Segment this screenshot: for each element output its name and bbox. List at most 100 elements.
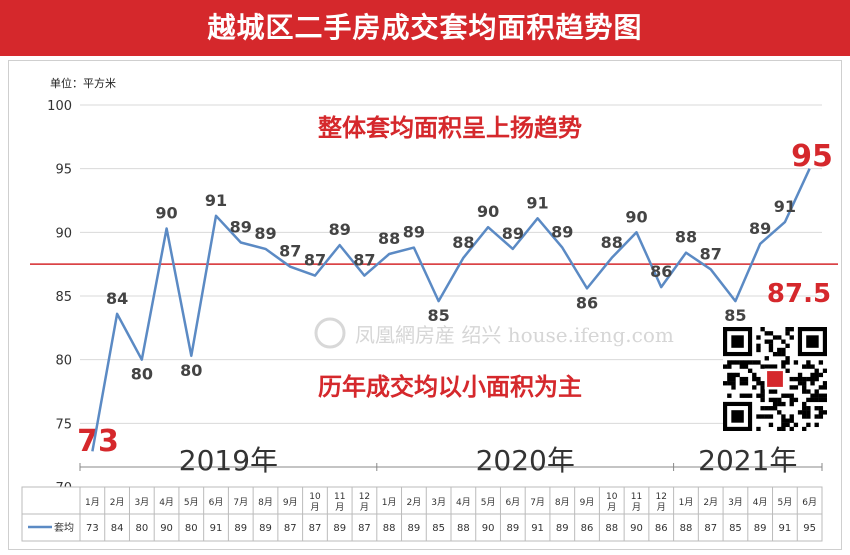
qr-module: [818, 410, 824, 415]
qr-module: [731, 385, 736, 390]
qr-module: [768, 406, 774, 411]
qr-module: [814, 414, 819, 419]
qr-module: [789, 393, 794, 398]
qr-module: [731, 381, 736, 386]
qr-module: [806, 376, 811, 382]
qr-module: [802, 389, 807, 394]
table-value-cell: 85: [432, 523, 445, 534]
y-tick-label: 85: [55, 290, 72, 305]
qr-code-icon: [723, 327, 827, 431]
table-value-cell: 90: [482, 523, 495, 534]
qr-module: [822, 385, 827, 390]
annotation-bottom: 历年成交均以小面积为主: [318, 373, 582, 401]
y-tick-label: 95: [55, 163, 72, 178]
qr-module: [822, 368, 827, 373]
qr-module: [727, 360, 732, 365]
table-header-cell: 2月: [407, 497, 422, 508]
watermark-text: 凤凰網房産 绍兴 house.ifeng.com: [355, 323, 674, 347]
table-header-cell: 1月: [382, 497, 397, 508]
data-label: 89: [254, 224, 276, 243]
qr-module: [814, 376, 819, 382]
qr-module: [789, 376, 794, 382]
table-header-cell: 7月: [233, 497, 248, 508]
qr-module: [772, 389, 778, 394]
qr-module: [756, 376, 761, 382]
title-bar: 越城区二手房成交套均面积趋势图: [0, 0, 850, 56]
qr-module: [760, 389, 765, 394]
table-value-cell: 87: [309, 523, 322, 534]
qr-module: [727, 393, 732, 398]
qr-module: [756, 343, 761, 348]
qr-module: [810, 364, 815, 369]
qr-module: [814, 422, 819, 428]
qr-module: [781, 364, 786, 369]
qr-module: [802, 410, 807, 415]
qr-module: [810, 372, 815, 378]
qr-module: [727, 372, 732, 378]
qr-module: [785, 393, 790, 398]
qr-module: [756, 335, 761, 340]
qr-module: [731, 360, 736, 365]
data-label: 86: [650, 262, 672, 281]
qr-module: [781, 426, 786, 431]
table-header-cell-unit: 月: [607, 502, 616, 513]
table-header-cell: 4月: [753, 497, 768, 508]
qr-module: [822, 410, 827, 415]
data-label: 91: [774, 197, 796, 216]
qr-module: [739, 364, 744, 369]
qr-module: [802, 381, 807, 386]
qr-module: [727, 376, 732, 382]
data-label: 88: [601, 233, 623, 252]
y-tick-label: 90: [55, 226, 72, 241]
qr-module: [785, 356, 790, 361]
table-header-cell: 5月: [481, 497, 496, 508]
first-value-highlight: 73: [77, 424, 119, 459]
qr-module: [814, 393, 819, 398]
qr-module: [764, 356, 769, 361]
qr-module: [727, 364, 732, 369]
qr-module: [806, 406, 811, 411]
qr-module: [768, 343, 774, 348]
qr-module: [777, 351, 782, 357]
table-value-cell: 95: [803, 523, 816, 534]
table-header-cell: 4月: [159, 497, 174, 508]
qr-module: [772, 406, 778, 411]
qr-module: [781, 422, 786, 428]
qr-module: [752, 372, 757, 378]
data-label: 89: [329, 220, 351, 239]
qr-module: [752, 385, 757, 390]
qr-module: [768, 414, 774, 419]
qr-module: [789, 401, 794, 407]
table-value-cell: 88: [680, 523, 693, 534]
table-value-cell: 84: [111, 523, 124, 534]
qr-module: [818, 385, 824, 390]
table-value-cell: 89: [333, 523, 346, 534]
table-header-cell: 3月: [728, 497, 743, 508]
qr-module: [789, 397, 794, 403]
series-line-group: [91, 168, 811, 452]
table-header-cell-unit: 月: [632, 502, 641, 513]
qr-module: [793, 360, 799, 365]
qr-module: [731, 372, 736, 378]
y-tick-label: 80: [55, 354, 72, 369]
table-header-cell: 1月: [679, 497, 694, 508]
qr-module: [810, 376, 815, 382]
qr-module: [814, 389, 819, 394]
table-value-cell: 87: [358, 523, 371, 534]
table-value-cell: 89: [754, 523, 767, 534]
qr-module: [806, 397, 811, 403]
table-header-cell-unit: 月: [360, 502, 369, 513]
qr-module: [793, 376, 799, 382]
qr-module: [768, 347, 774, 353]
data-label: 89: [749, 219, 771, 238]
qr-module: [756, 393, 761, 398]
qr-module: [760, 327, 765, 332]
data-label: 88: [378, 229, 400, 248]
data-label: 88: [675, 228, 697, 247]
data-label: 89: [230, 218, 252, 237]
qr-module: [747, 368, 753, 373]
data-label: 89: [502, 224, 524, 243]
qr-module: [806, 389, 811, 394]
table-header-cell: 9月: [283, 497, 298, 508]
qr-module: [764, 406, 769, 411]
